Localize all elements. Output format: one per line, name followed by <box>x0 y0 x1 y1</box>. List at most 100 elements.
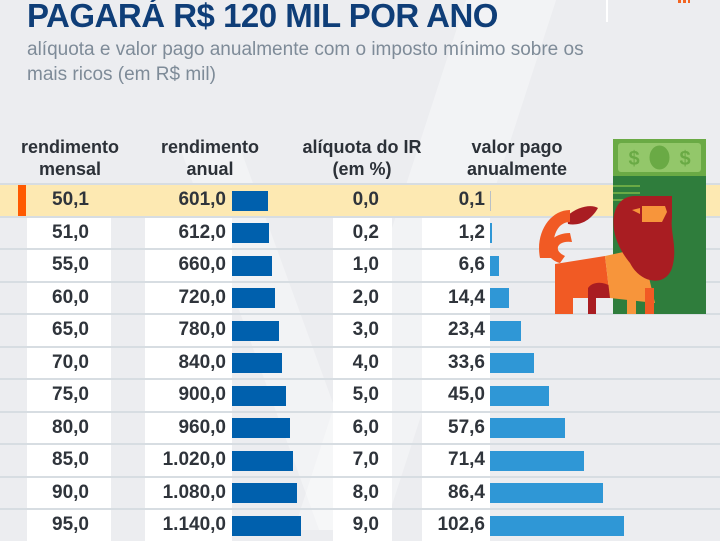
row-divider <box>0 313 720 315</box>
cell-annual: 900,0 <box>178 384 226 405</box>
annual-income-bar <box>232 483 297 503</box>
column-header-line: rendimento <box>20 137 119 157</box>
cell-rate: 6,0 <box>352 416 379 438</box>
row-divider <box>0 183 720 185</box>
header-divider <box>606 0 608 22</box>
paid-value-bar <box>490 190 491 211</box>
cell-paid: 23,4 <box>448 319 485 340</box>
column-header-rate: alíquota do IR (em %) <box>288 136 436 180</box>
cell-rate: 8,0 <box>352 481 379 503</box>
cell-annual: 1.140,0 <box>162 514 226 535</box>
column-header-annual: rendimento anual <box>145 136 275 180</box>
cell-background <box>27 217 111 249</box>
chart-title: PAGARÁ R$ 120 MIL POR ANO <box>27 0 498 34</box>
cell-background <box>27 347 111 379</box>
annual-income-bar <box>232 418 290 438</box>
cell-rate: 2,0 <box>352 286 379 308</box>
cell-monthly: 70,0 <box>52 351 89 373</box>
dollar-sign-icon: $ <box>679 148 690 170</box>
cell-paid: 45,0 <box>448 384 485 405</box>
cell-monthly: 60,0 <box>52 286 89 308</box>
cell-background <box>27 412 111 444</box>
cell-rate: 4,0 <box>352 351 379 373</box>
paid-value-bar <box>490 288 509 308</box>
chart-subtitle: alíquota e valor pago anualmente com o i… <box>27 39 584 85</box>
cell-background <box>27 282 111 314</box>
paid-value-bar <box>490 515 625 536</box>
row-divider <box>0 443 720 445</box>
cell-paid: 6,6 <box>458 254 485 275</box>
cell-annual: 780,0 <box>178 319 226 340</box>
cell-background <box>145 477 232 509</box>
cell-monthly: 55,0 <box>52 254 89 275</box>
cell-background <box>27 315 111 346</box>
cell-background <box>422 412 490 444</box>
highlighted-row <box>0 185 720 216</box>
cell-monthly: 50,1 <box>52 189 89 210</box>
cell-background <box>422 282 490 314</box>
cell-background <box>27 250 111 281</box>
cell-paid: 14,4 <box>448 286 485 308</box>
row-divider <box>0 281 720 283</box>
cell-paid: 33,6 <box>448 351 485 373</box>
cell-monthly: 51,0 <box>52 221 89 243</box>
cell-background <box>27 380 111 411</box>
cell-paid: 1,2 <box>458 221 485 243</box>
paid-value-bar <box>490 320 521 341</box>
column-header-line: (em %) <box>332 159 392 179</box>
cell-annual: 1.080,0 <box>162 481 226 503</box>
cell-rate: 0,2 <box>352 221 379 243</box>
lion-banknote-illustration: $ $ <box>539 139 706 314</box>
cell-annual: 840,0 <box>178 351 226 373</box>
cell-background <box>333 380 392 411</box>
cell-background <box>422 250 490 281</box>
paid-value-bar <box>490 255 499 276</box>
paid-value-bar <box>490 223 492 243</box>
annual-income-bar <box>232 353 283 373</box>
cell-background <box>422 380 490 411</box>
cell-annual: 720,0 <box>178 286 226 308</box>
cell-annual: 1.020,0 <box>162 449 226 470</box>
highlight-marker <box>18 185 26 216</box>
column-header-paid: valor pago anualmente <box>452 136 582 180</box>
cell-background <box>145 282 232 314</box>
column-header-line: anualmente <box>466 159 568 179</box>
lion-icon <box>539 196 675 314</box>
cell-annual: 960,0 <box>178 416 226 438</box>
cell-rate: 3,0 <box>352 319 379 340</box>
cell-annual: 660,0 <box>178 254 226 275</box>
cell-background <box>333 477 392 509</box>
row-divider <box>0 346 720 348</box>
cell-rate: 1,0 <box>352 254 379 275</box>
cell-background <box>145 380 232 411</box>
cell-background <box>333 315 392 346</box>
row-divider <box>0 411 720 413</box>
cell-paid: 102,6 <box>437 514 485 535</box>
paid-value-bar <box>490 385 549 406</box>
cell-background <box>145 347 232 379</box>
cell-monthly: 90,0 <box>52 481 89 503</box>
cell-annual: 601,0 <box>178 189 226 210</box>
cell-monthly: 85,0 <box>52 449 89 470</box>
paid-value-bar <box>490 418 566 438</box>
row-divider <box>0 248 720 250</box>
cell-background <box>27 477 111 509</box>
cell-background <box>333 217 392 249</box>
column-header-line: alíquota do IR <box>302 137 422 157</box>
cell-paid: 71,4 <box>448 449 485 470</box>
cell-background <box>333 347 392 379</box>
cell-background <box>333 250 392 281</box>
brand-dots-icon <box>678 0 690 3</box>
cell-rate: 7,0 <box>352 449 379 470</box>
annual-income-bar <box>232 190 269 211</box>
cell-monthly: 95,0 <box>52 514 89 535</box>
annual-income-bar <box>232 450 294 471</box>
dollar-sign-icon: $ <box>628 148 639 170</box>
row-divider <box>0 508 720 510</box>
cell-background <box>422 445 490 476</box>
cell-paid: 0,1 <box>458 189 485 210</box>
cell-rate: 5,0 <box>352 384 379 405</box>
cell-background <box>422 315 490 346</box>
cell-background <box>333 412 392 444</box>
column-header-monthly: rendimento mensal <box>10 136 130 180</box>
